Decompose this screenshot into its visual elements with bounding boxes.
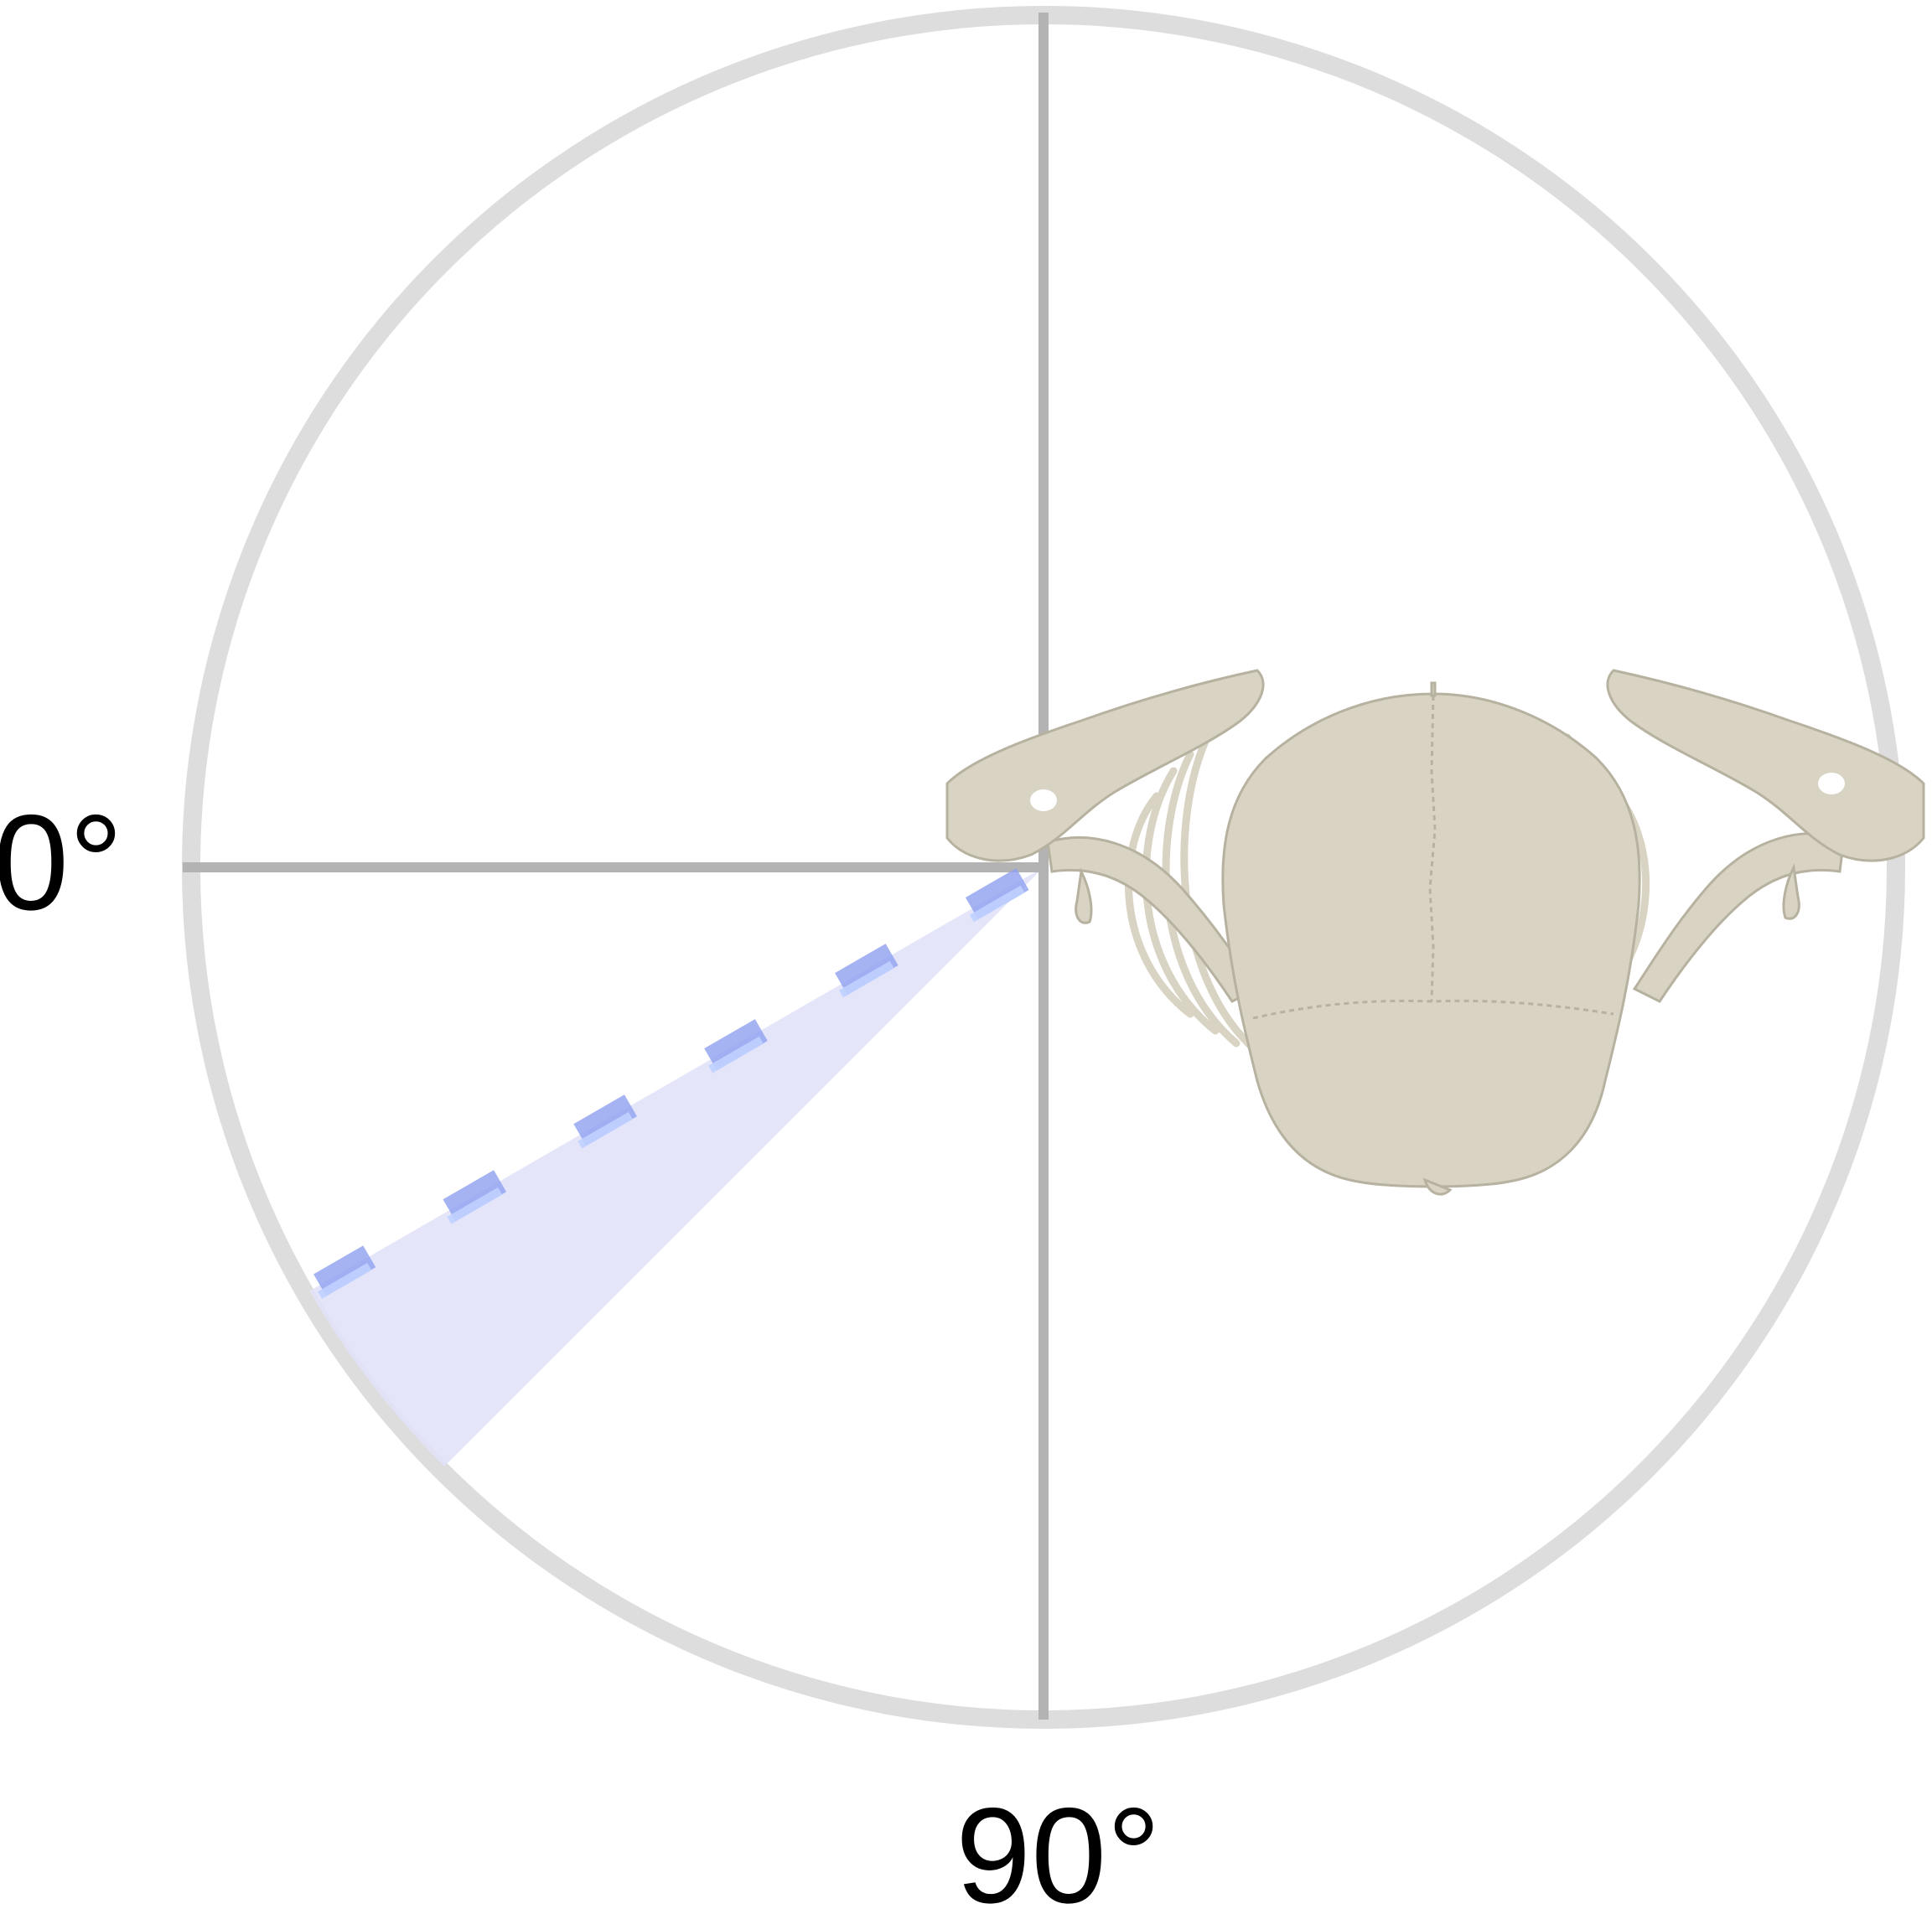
shoulder-girdle-skeleton-icon bbox=[945, 669, 1925, 1196]
angle-range-wedge bbox=[309, 867, 1044, 1467]
angle-label-zero-degrees: 0° bbox=[0, 787, 123, 939]
angle-label-ninety-degrees: 90° bbox=[956, 1780, 1161, 1914]
